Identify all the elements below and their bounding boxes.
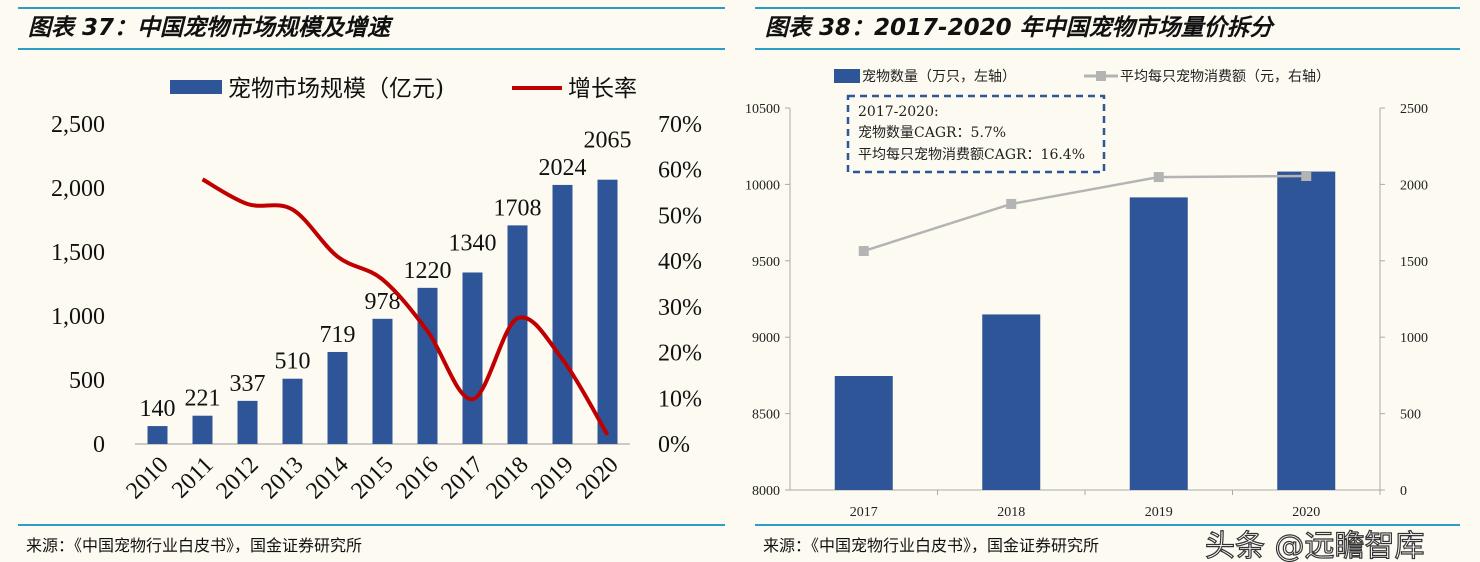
data-label-2011: 221 bbox=[185, 386, 221, 412]
bar-market-size-2010 bbox=[147, 426, 168, 444]
y-right-tick-label: 1500 bbox=[1400, 255, 1428, 270]
x-tick-label-2010: 2010 bbox=[121, 452, 173, 504]
source-38: 来源：《中国宠物行业白皮书》，国金证券研究所 bbox=[763, 536, 1099, 555]
y-left-tick-label: 0 bbox=[93, 432, 105, 458]
source-37: 来源：《中国宠物行业白皮书》，国金证券研究所 bbox=[26, 536, 362, 555]
avg-spend-marker-2020 bbox=[1301, 170, 1312, 181]
y-left-tick-label: 9500 bbox=[752, 255, 780, 270]
y-right-tick-label: 1000 bbox=[1400, 331, 1428, 346]
x-tick-label-2018: 2018 bbox=[481, 452, 533, 504]
y-right-tick-label: 70% bbox=[658, 112, 702, 138]
avg-spend-marker-2018 bbox=[1006, 198, 1017, 209]
x-tick-label-2020: 2020 bbox=[1292, 505, 1320, 520]
avg-spend-line bbox=[863, 174, 1307, 253]
y-left-tick-label: 1,500 bbox=[51, 240, 105, 266]
y-left-tick-label: 9000 bbox=[752, 331, 780, 346]
bar-pet-count-2020 bbox=[1277, 171, 1336, 490]
y-right-tick-label: 30% bbox=[658, 295, 702, 321]
y-right-tick-label: 50% bbox=[658, 203, 702, 229]
x-tick-label-2012: 2012 bbox=[211, 452, 263, 504]
x-tick-label-2013: 2013 bbox=[256, 452, 308, 504]
data-label-2010: 140 bbox=[140, 396, 176, 422]
y-left-tick-label: 8500 bbox=[752, 408, 780, 423]
legend-label-growth: 增长率 bbox=[568, 76, 637, 102]
growth-rate-line bbox=[201, 177, 610, 436]
chart-37-title: 图表 37：中国宠物市场规模及增速 bbox=[28, 14, 394, 41]
data-label-2019: 2024 bbox=[539, 155, 587, 181]
bar-market-size-2019 bbox=[552, 184, 573, 445]
y-left-tick-label: 8000 bbox=[752, 484, 780, 499]
legend-label-market-size: 宠物市场规模（亿元) bbox=[228, 76, 444, 102]
x-tick-label-2015: 2015 bbox=[346, 452, 398, 504]
x-tick-label-2016: 2016 bbox=[391, 452, 443, 504]
x-tick-label-2018: 2018 bbox=[997, 505, 1025, 520]
chart-38-plot: 8000 8500 9000 9500 10000 10500 0 500 1000 1500 20… bbox=[745, 102, 1428, 520]
y-right-tick-label: 0 bbox=[1400, 484, 1407, 499]
y-right-tick-label: 60% bbox=[658, 158, 702, 184]
bar-market-size-2012 bbox=[237, 400, 258, 444]
legend-swatch-pet-count bbox=[834, 69, 860, 83]
x-tick-label-2019: 2019 bbox=[526, 452, 578, 504]
data-label-2017: 1340 bbox=[449, 230, 497, 256]
watermark: 头条 @远瞻智库 bbox=[1205, 529, 1425, 562]
data-label-2018: 1708 bbox=[494, 195, 542, 221]
x-tick-label-2011: 2011 bbox=[167, 452, 219, 504]
y-right-tick-label: 0% bbox=[658, 432, 690, 458]
data-label-2020: 2065 bbox=[584, 128, 632, 154]
data-label-2013: 510 bbox=[275, 349, 311, 375]
y-right-tick-label: 2000 bbox=[1400, 178, 1428, 193]
annotation-line-3: 平均每只宠物消费额CAGR：16.4% bbox=[858, 147, 1085, 163]
y-right-tick-label: 500 bbox=[1400, 408, 1421, 423]
bar-pet-count-2019 bbox=[1129, 197, 1188, 490]
x-tick-label-2019: 2019 bbox=[1145, 505, 1173, 520]
data-label-2012: 337 bbox=[230, 371, 266, 397]
data-label-2016: 1220 bbox=[404, 258, 452, 284]
bar-pet-count-2018 bbox=[982, 314, 1041, 490]
annotation-line-2: 宠物数量CAGR：5.7% bbox=[858, 125, 1006, 141]
y-left-tick-label: 10500 bbox=[745, 102, 780, 117]
annotation-line-1: 2017-2020: bbox=[858, 104, 939, 120]
legend-label-avg-spend: 平均每只宠物消费额（元，右轴） bbox=[1120, 69, 1330, 85]
y-left-tick-label: 2,500 bbox=[51, 112, 105, 138]
y-right-tick-label: 20% bbox=[658, 341, 702, 367]
bar-market-size-2013 bbox=[282, 378, 303, 444]
bar-pet-count-2017 bbox=[834, 376, 893, 490]
chart-37-plot: 0 500 1,000 1,500 2,000 2,500 0% 10% 20% 30% 40% 50… bbox=[51, 112, 702, 504]
y-left-tick-label: 2,000 bbox=[51, 176, 105, 202]
cagr-annotation-box bbox=[846, 94, 1106, 174]
x-tick-label-2020: 2020 bbox=[571, 452, 623, 504]
bar-market-size-2018 bbox=[507, 225, 528, 444]
y-left-tick-label: 500 bbox=[69, 368, 105, 394]
avg-spend-marker-2019 bbox=[1153, 172, 1164, 183]
bar-market-size-2016 bbox=[417, 287, 438, 444]
legend-swatch-market-size bbox=[170, 80, 222, 94]
bar-market-size-2020 bbox=[597, 179, 618, 444]
chart-38-title: 图表 38：2017-2020 年中国宠物市场量价拆分 bbox=[765, 14, 1276, 41]
bar-market-size-2014 bbox=[327, 351, 348, 444]
y-left-tick-label: 10000 bbox=[745, 178, 780, 193]
bar-market-size-2011 bbox=[192, 415, 213, 444]
x-tick-label-2014: 2014 bbox=[301, 452, 353, 504]
y-right-tick-label: 10% bbox=[658, 386, 702, 412]
avg-spend-marker-2017 bbox=[858, 246, 869, 257]
bar-market-size-2015 bbox=[372, 318, 393, 444]
y-left-tick-label: 1,000 bbox=[51, 304, 105, 330]
x-tick-label-2017: 2017 bbox=[436, 452, 488, 504]
y-right-tick-label: 40% bbox=[658, 249, 702, 275]
y-right-tick-label: 2500 bbox=[1400, 102, 1428, 117]
bar-market-size-2017 bbox=[462, 272, 483, 444]
data-label-2014: 719 bbox=[320, 322, 356, 348]
x-tick-label-2017: 2017 bbox=[850, 505, 878, 520]
legend-label-pet-count: 宠物数量（万只，左轴） bbox=[862, 69, 1016, 85]
legend-marker-avg-spend bbox=[1096, 71, 1106, 81]
